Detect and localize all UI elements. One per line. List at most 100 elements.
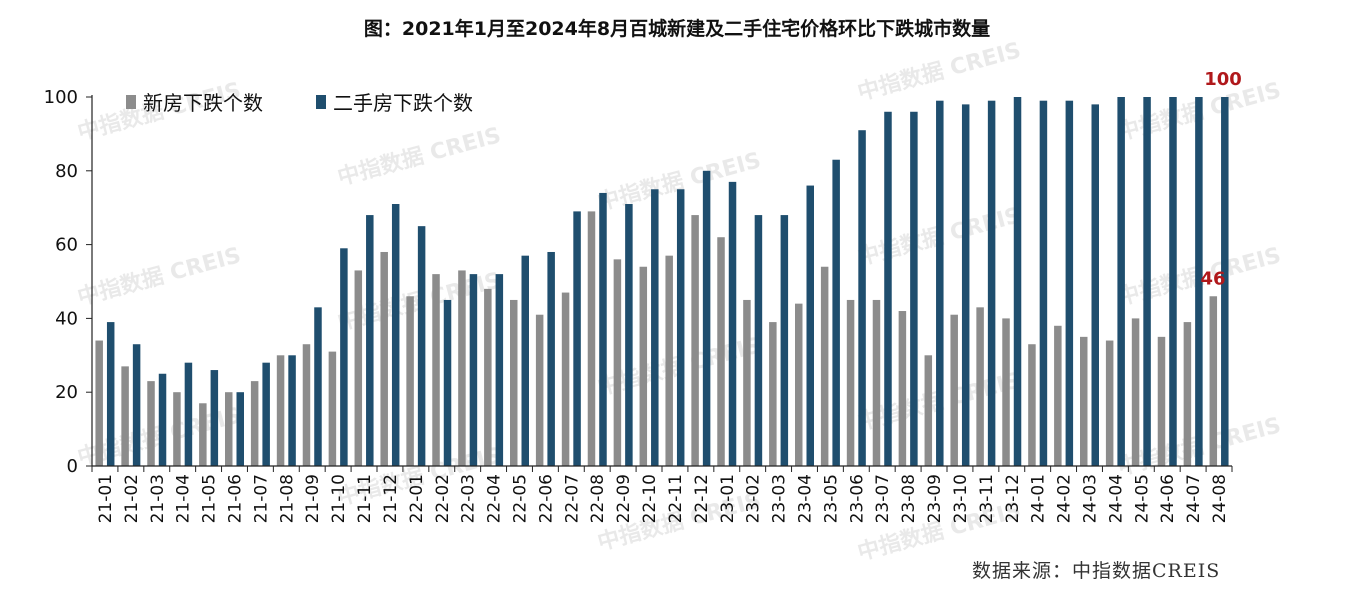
bar-new-home: [354, 270, 363, 466]
legend-label: 新房下跌个数: [143, 91, 263, 115]
bar-new-home: [276, 355, 285, 466]
x-tick-label: 23-09: [925, 474, 945, 523]
x-tick-label: 22-04: [485, 474, 505, 523]
bar-second-hand: [1091, 104, 1099, 466]
x-tick-label: 22-09: [614, 474, 634, 523]
bar-second-hand: [1013, 97, 1022, 466]
bar-second-hand: [728, 181, 737, 466]
bar-second-hand: [1143, 97, 1151, 466]
bar-second-hand: [961, 104, 970, 466]
x-tick-label: 21-08: [277, 474, 297, 523]
bar-second-hand: [1065, 100, 1074, 466]
bar-second-hand: [858, 130, 866, 466]
bar-second-hand: [417, 226, 426, 466]
bar-new-home: [1028, 344, 1036, 466]
bar-new-home: [950, 314, 958, 466]
bar-new-home: [924, 355, 933, 466]
x-tick-label: 23-05: [821, 474, 841, 523]
x-tick-label: 23-01: [718, 474, 738, 523]
x-tick-label: 23-10: [951, 474, 971, 523]
bar-new-home: [587, 211, 596, 466]
bar-new-home: [1054, 325, 1062, 466]
x-tick-label: 24-01: [1029, 474, 1049, 523]
bar-new-home: [1131, 318, 1140, 466]
bar-new-home: [769, 322, 777, 466]
bar-new-home: [639, 266, 648, 466]
x-tick-label: 24-04: [1106, 474, 1126, 523]
x-tick-label: 22-11: [666, 474, 686, 523]
y-tick-label: 100: [44, 87, 78, 108]
bar-second-hand: [1117, 97, 1125, 466]
bar-new-home: [458, 270, 466, 466]
watermark-text: 中指数据 CREIS: [855, 37, 1024, 106]
bar-second-hand: [1169, 97, 1177, 466]
x-tick-label: 21-01: [96, 474, 116, 523]
bar-second-hand: [987, 100, 996, 466]
bar-new-home: [1080, 336, 1088, 466]
bar-second-hand: [314, 307, 322, 466]
x-tick-label: 21-06: [226, 474, 246, 523]
legend-swatch: [316, 95, 326, 109]
watermark-text: 中指数据 CREIS: [75, 242, 244, 311]
bar-second-hand: [625, 204, 633, 466]
bar-second-hand: [1221, 97, 1229, 466]
x-tick-label: 23-03: [770, 474, 790, 523]
x-tick-label: 22-10: [640, 474, 660, 523]
bar-second-hand: [780, 215, 789, 466]
bar-second-hand: [599, 192, 607, 466]
bar-new-home: [743, 299, 751, 466]
source-note: 数据来源：中指数据CREIS: [972, 560, 1221, 582]
legend: 新房下跌个数 二手房下跌个数: [126, 91, 473, 115]
bar-second-hand: [573, 211, 581, 466]
bar-new-home: [717, 237, 725, 466]
bar-new-home: [820, 266, 829, 466]
x-tick-label: 24-05: [1132, 474, 1152, 523]
x-tick-label: 24-06: [1158, 474, 1178, 523]
bar-second-hand: [676, 189, 685, 466]
x-tick-label: 21-04: [174, 474, 194, 523]
y-tick-label: 20: [55, 382, 78, 403]
chart-title: 图：2021年1月至2024年8月百城新建及二手住宅价格环比下跌城市数量: [363, 18, 991, 40]
bar-second-hand: [521, 255, 529, 466]
bar-new-home: [380, 251, 388, 466]
bar-new-home: [199, 403, 207, 466]
x-tick-label: 24-08: [1210, 474, 1230, 523]
x-tick-label: 23-08: [899, 474, 919, 523]
x-tick-label: 23-04: [796, 474, 816, 523]
bar-new-home: [328, 351, 337, 466]
x-tick-label: 24-02: [1055, 474, 1075, 523]
bar-second-hand: [936, 100, 944, 466]
x-tick-label: 22-08: [588, 474, 608, 523]
bar-new-home: [225, 392, 233, 466]
data-labels: 100 46: [1201, 69, 1242, 289]
bar-new-home: [1105, 340, 1114, 466]
bar-second-hand: [132, 344, 141, 466]
data-label-new-home: 46: [1201, 268, 1226, 289]
bar-second-hand: [106, 322, 115, 466]
bar-second-hand: [884, 111, 892, 466]
bar-new-home: [250, 381, 259, 466]
bar-second-hand: [806, 185, 814, 466]
bar-new-home: [665, 255, 673, 466]
bar-second-hand: [754, 215, 763, 466]
bar-second-hand: [443, 299, 452, 466]
bar-second-hand: [651, 189, 659, 466]
legend-swatch: [126, 95, 136, 109]
bar-new-home: [1002, 318, 1010, 466]
bar-second-hand: [366, 215, 374, 466]
x-tick-label: 22-12: [692, 474, 712, 523]
x-tick-label: 22-01: [407, 474, 427, 523]
bar-new-home: [1157, 336, 1166, 466]
bar-second-hand: [1195, 97, 1203, 466]
bar-new-home: [898, 311, 907, 466]
x-tick-label: 22-07: [562, 474, 582, 523]
x-tick-label: 21-03: [148, 474, 168, 523]
bar-second-hand: [702, 170, 711, 467]
x-tick-label: 21-09: [303, 474, 323, 523]
bar-new-home: [691, 215, 699, 466]
x-tick-label: 22-05: [511, 474, 531, 523]
legend-label: 二手房下跌个数: [333, 91, 473, 115]
bar-new-home: [1183, 322, 1192, 466]
bar-new-home: [147, 381, 155, 466]
